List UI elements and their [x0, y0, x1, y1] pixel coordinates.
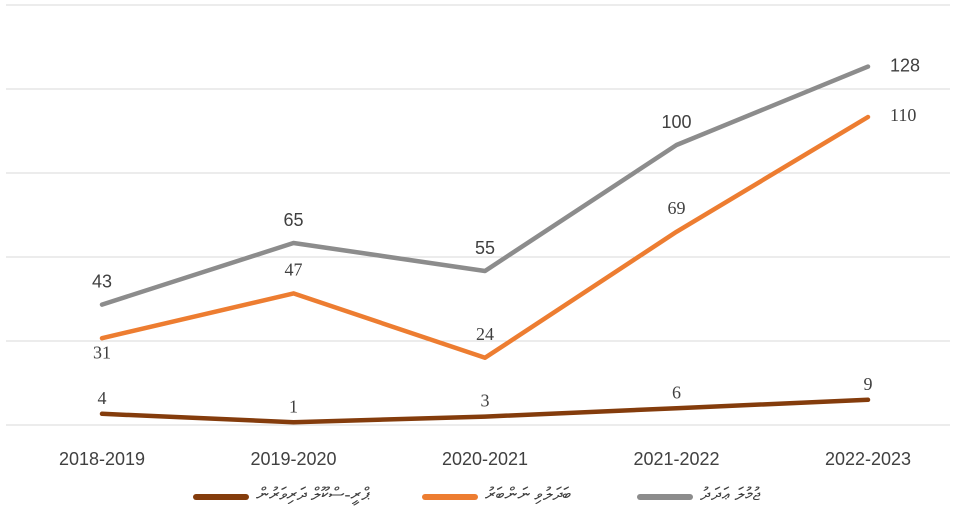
data-label: 69 — [668, 198, 686, 218]
series-line — [99, 64, 871, 307]
data-label: 128 — [890, 55, 920, 75]
series-line — [99, 397, 871, 425]
x-tick-label: 2020-2021 — [442, 449, 528, 469]
data-label: 110 — [890, 105, 916, 125]
data-label: 6 — [672, 382, 681, 402]
series-line — [99, 114, 871, 361]
x-tick-label: 2022-2023 — [825, 449, 911, 469]
legend-label: ޕްރީ-ސްކޫލް ދަރިވަރުން — [256, 484, 370, 506]
data-label: 31 — [93, 342, 111, 362]
data-label: 9 — [864, 374, 873, 394]
data-label: 3 — [481, 391, 490, 411]
legend-label: ބަދަލުވި ނަންބަރު — [485, 484, 571, 504]
data-label: 65 — [283, 210, 303, 230]
x-tick-label: 2019-2020 — [250, 449, 336, 469]
legend-label: ޖުމުލަ ޢަދަދު — [700, 484, 761, 504]
data-label: 100 — [661, 112, 691, 132]
data-label: 47 — [285, 260, 303, 280]
data-label: 1 — [289, 396, 298, 416]
data-label: 4 — [98, 388, 107, 408]
data-label: 55 — [475, 238, 495, 258]
data-label: 24 — [476, 324, 494, 344]
data-label: 43 — [92, 271, 112, 291]
x-tick-label: 2018-2019 — [59, 449, 145, 469]
x-tick-label: 2021-2022 — [633, 449, 719, 469]
